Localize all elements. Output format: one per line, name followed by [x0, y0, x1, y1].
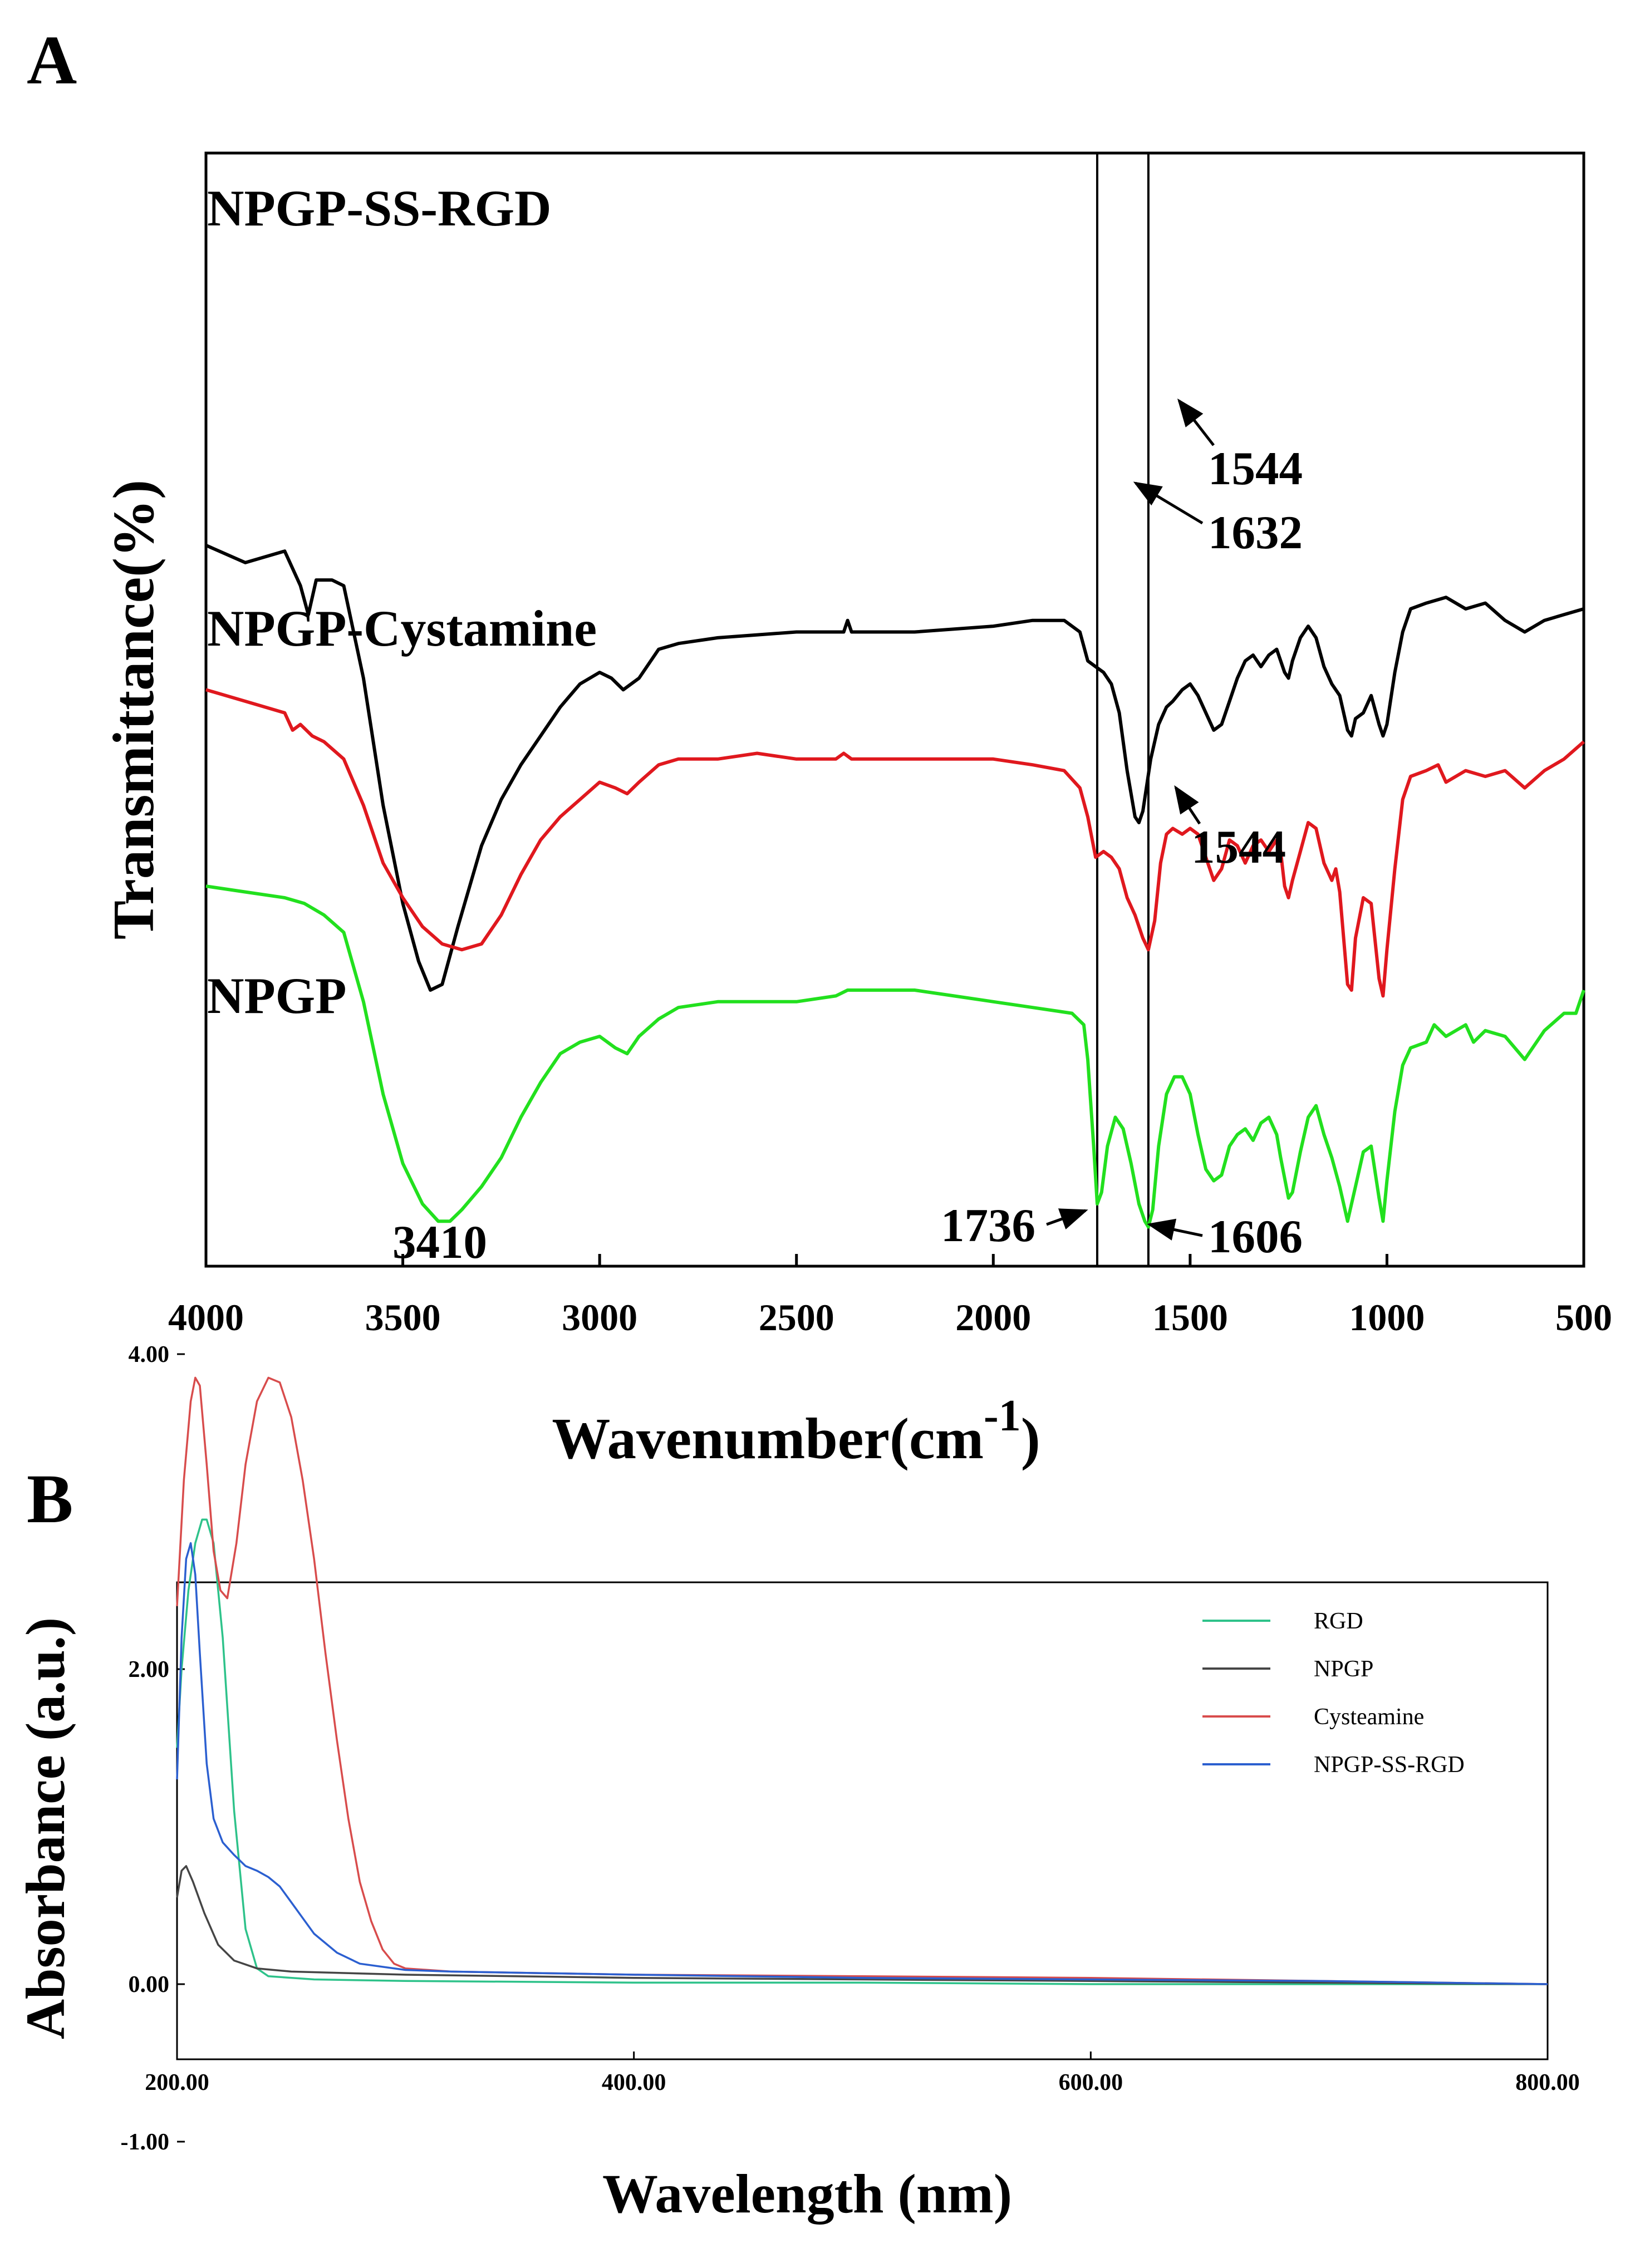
- series-line-npgp: [205, 884, 1585, 1229]
- legend-label: NPGP: [1314, 1656, 1373, 1682]
- series-line-npgp: [176, 1865, 1548, 1985]
- annotations-a: 1544 1632 1544 3410 1736 1606: [392, 399, 1303, 1268]
- series-line-npgp-ss-rgd: [176, 1542, 1548, 1985]
- plot-frame-a: [204, 151, 1585, 1268]
- peak-arrow: [1174, 785, 1201, 825]
- peak-label: 1632: [1208, 506, 1303, 559]
- x-tick-label-a: 4000: [168, 1296, 244, 1339]
- x-tick-label-b: 200.00: [145, 2070, 209, 2095]
- series-group-a: [205, 544, 1585, 1229]
- series-line-rgd: [176, 1518, 1548, 1985]
- x-axis-title-a: Wavenumber(cm-1): [552, 1391, 1040, 1471]
- x-axis-title-b: Wavelength (nm): [602, 2163, 1012, 2225]
- y-tick-label-b: 4.00: [129, 1342, 170, 1367]
- legend-label: RGD: [1314, 1608, 1363, 1634]
- reference-lines-a: [1096, 153, 1150, 1266]
- peak-label: 1606: [1208, 1211, 1303, 1263]
- x-tick-label-a: 2500: [759, 1296, 834, 1339]
- series-line-npgp-cystamine: [205, 688, 1585, 998]
- y-tick-label-b: 0.00: [129, 1972, 170, 1998]
- x-axis-a: 4000 3500 3000 2500 2000 1500 1000 500: [168, 1254, 1612, 1339]
- legend-b: RGD NPGP Cysteamine NPGP-SS-RGD: [1202, 1608, 1465, 1778]
- y-axis-title-b: Absorbance (a.u.): [14, 1617, 76, 2039]
- series-name-a: NPGP-Cystamine: [207, 600, 597, 657]
- panel-b: B 200.00 400.00 600.00 800.00 4.00 2.00 0.00 -1…: [14, 1342, 1580, 2225]
- x-tick-label-a: 3000: [562, 1296, 637, 1339]
- series-name-a: NPGP: [207, 967, 346, 1024]
- panel-a: A 4000 3500 3000 2500 2000 1500 1000 500 NPGP-S…: [27, 22, 1612, 1471]
- x-tick-label-a: 500: [1555, 1296, 1612, 1339]
- x-tick-label-a: 1000: [1349, 1296, 1425, 1339]
- legend-label: NPGP-SS-RGD: [1314, 1752, 1465, 1778]
- panel-label-a: A: [27, 22, 77, 99]
- peak-label: 3410: [392, 1216, 487, 1268]
- series-name-a: NPGP-SS-RGD: [207, 180, 551, 237]
- peak-label: 1544: [1191, 821, 1286, 873]
- x-tick-label-b: 400.00: [602, 2070, 666, 2095]
- panel-label-b: B: [27, 1461, 73, 1538]
- y-axis-title-a: Transmittance(%): [101, 480, 166, 939]
- plot-frame-b: [176, 1581, 1549, 2060]
- axes-b: 200.00 400.00 600.00 800.00 4.00 2.00 0.00 -1.0…: [121, 1342, 1580, 2155]
- x-axis-title-a-main: Wavenumber(cm: [552, 1406, 984, 1471]
- x-tick-label-b: 600.00: [1059, 2070, 1123, 2095]
- x-tick-label-a: 1500: [1152, 1296, 1228, 1339]
- peak-arrow: [1177, 399, 1215, 446]
- peak-label: 1544: [1208, 442, 1303, 495]
- peak-arrow: [1046, 1208, 1088, 1229]
- series-names-a: NPGP-SS-RGD NPGP-Cystamine NPGP: [207, 180, 597, 1024]
- x-axis-title-a-sup: -1: [984, 1391, 1021, 1440]
- series-group-b: [176, 1376, 1548, 1985]
- y-tick-label-b: -1.00: [121, 2129, 170, 2155]
- x-tick-label-b: 800.00: [1515, 2070, 1580, 2095]
- peak-arrow: [1147, 1218, 1203, 1241]
- x-tick-label-a: 3500: [365, 1296, 441, 1339]
- peak-arrow: [1133, 481, 1204, 525]
- x-axis-title-a-close: ): [1021, 1406, 1040, 1471]
- series-line-npgp-ss-rgd: [205, 544, 1584, 992]
- legend-label: Cysteamine: [1314, 1704, 1424, 1730]
- y-tick-label-b: 2.00: [129, 1657, 170, 1682]
- peak-label: 1736: [941, 1199, 1035, 1252]
- x-tick-label-a: 2000: [955, 1296, 1031, 1339]
